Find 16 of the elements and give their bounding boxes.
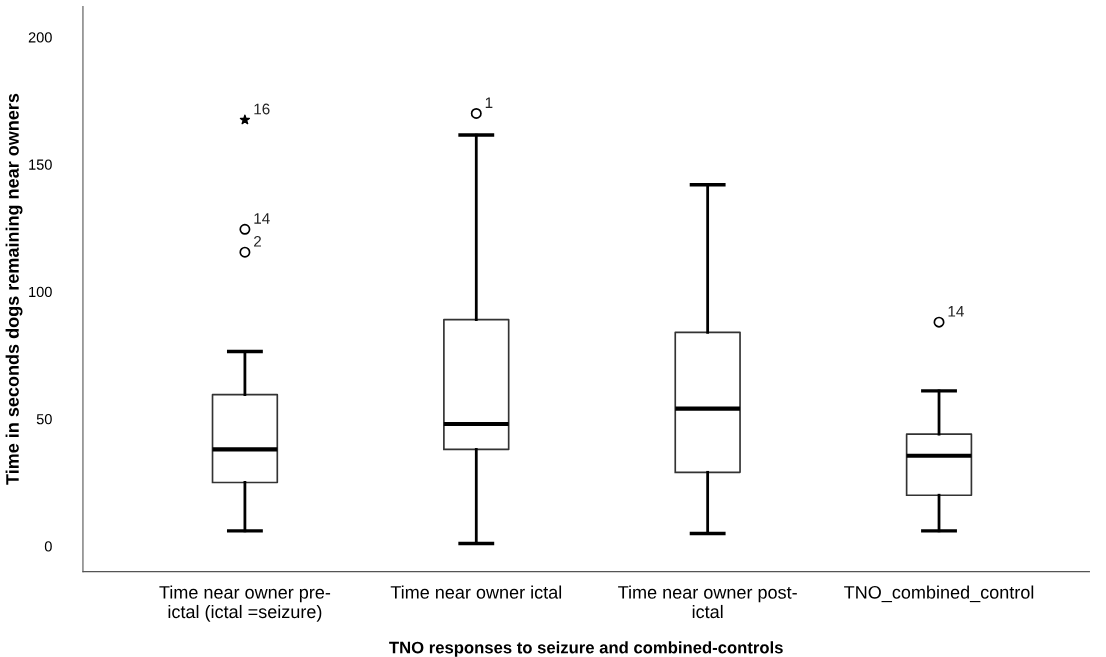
- y-axis-title: Time in seconds dogs remaining near owners: [5, 93, 23, 485]
- x-tick-label: Time near owner post- ictal: [618, 585, 797, 619]
- annotation: 1: [485, 97, 493, 108]
- y-tick-label: 100: [29, 286, 52, 298]
- x-tick-label: Time near owner ictal: [390, 585, 562, 599]
- x-tick-label: TNO_combined_control: [844, 585, 1034, 603]
- annotation: 14: [948, 306, 964, 317]
- annotation: 14: [254, 213, 270, 224]
- annotation: 16: [254, 103, 270, 115]
- y-tick-label: 150: [29, 159, 52, 170]
- x-tick-label: Time near owner pre- ictal (ictal =seizure): [159, 585, 331, 622]
- annotation: 2: [254, 235, 261, 247]
- y-tick-label: 50: [36, 413, 52, 425]
- x-axis-title: TNO responses to seizure and combined-controls: [389, 641, 783, 657]
- y-tick-label: 0: [44, 541, 52, 552]
- y-tick-label: 200: [28, 32, 52, 43]
